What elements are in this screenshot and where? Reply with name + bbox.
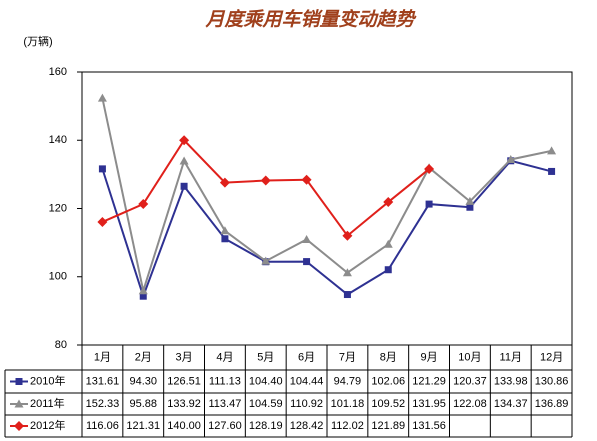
point (301, 174, 312, 185)
series-line (101, 159, 552, 300)
point (342, 268, 352, 277)
table-value: 104.44 (290, 375, 324, 387)
legend-label: 2012年 (30, 418, 65, 432)
legend-label: 2010年 (30, 373, 65, 387)
point (221, 235, 229, 243)
point (138, 199, 149, 210)
table-value: 116.06 (86, 420, 119, 432)
point (384, 266, 392, 274)
point (343, 291, 351, 299)
x-tick-label: 7月 (339, 351, 356, 363)
table-value: 104.40 (249, 375, 283, 387)
table-value: 120.37 (453, 375, 487, 387)
table-value: 110.92 (290, 398, 323, 410)
point (506, 154, 516, 163)
point (179, 135, 190, 146)
x-tick-label: 4月 (216, 351, 233, 363)
legend-marker (14, 421, 24, 431)
y-tick-label: 120 (49, 202, 67, 214)
table-value: 140.00 (167, 420, 201, 432)
table-value: 112.02 (331, 420, 364, 432)
table-value: 95.88 (129, 398, 157, 410)
point (261, 256, 271, 265)
x-tick-label: 10月 (458, 351, 481, 363)
point (342, 230, 353, 241)
point (219, 177, 230, 188)
table-value: 131.95 (412, 398, 446, 410)
y-tick-label: 100 (49, 271, 67, 283)
x-tick-label: 8月 (380, 351, 397, 363)
point (98, 165, 106, 173)
y-tick-label: 140 (49, 134, 67, 146)
point (97, 216, 108, 227)
x-tick-label: 2月 (135, 351, 152, 363)
table-value: 128.42 (290, 420, 324, 432)
point (383, 239, 393, 248)
table-value: 121.29 (412, 375, 446, 387)
table-value: 133.98 (494, 375, 528, 387)
table-value: 113.47 (209, 398, 242, 410)
point (138, 286, 148, 295)
point (139, 292, 147, 300)
table-value: 134.37 (494, 398, 528, 410)
point (302, 234, 312, 243)
y-tick-label: 160 (49, 66, 67, 78)
table-value: 94.30 (129, 375, 157, 387)
point (547, 146, 557, 155)
y-tick-label: 80 (55, 339, 67, 351)
point (180, 182, 188, 190)
legend-marker (14, 399, 24, 408)
series-line (101, 97, 552, 295)
series-line (102, 138, 430, 238)
table-value: 152.33 (86, 398, 120, 410)
y-axis-label: (万辆) (23, 34, 52, 48)
point (424, 164, 435, 175)
table-value: 101.18 (331, 398, 365, 410)
x-tick-label: 1月 (94, 351, 111, 363)
legend-label: 2011年 (30, 396, 65, 410)
x-tick-label: 6月 (298, 351, 315, 363)
table-value: 133.92 (167, 398, 201, 410)
point (466, 203, 474, 211)
x-tick-label: 11月 (500, 351, 522, 363)
point (97, 93, 107, 102)
table-value: 130.86 (535, 375, 569, 387)
table-value: 121.89 (371, 420, 405, 432)
point (425, 200, 433, 208)
table-value: 102.06 (371, 375, 405, 387)
table-value: 122.08 (453, 398, 487, 410)
x-tick-label: 12月 (540, 351, 563, 363)
table-value: 109.52 (371, 398, 405, 410)
point (179, 156, 189, 165)
table-value: 131.56 (412, 420, 446, 432)
table-value: 126.51 (167, 375, 201, 387)
point (465, 196, 475, 205)
point (548, 167, 556, 175)
x-tick-label: 3月 (176, 351, 193, 363)
point (303, 258, 311, 266)
point (383, 197, 394, 208)
table-value: 111.13 (209, 375, 241, 387)
x-tick-label: 5月 (257, 351, 274, 363)
table-value: 131.61 (86, 375, 120, 387)
table-value: 136.89 (535, 398, 569, 410)
x-tick-label: 9月 (421, 351, 438, 363)
table-value: 94.79 (334, 375, 362, 387)
table-value: 127.60 (208, 420, 242, 432)
table-value: 128.19 (249, 420, 283, 432)
table-value: 104.59 (249, 398, 283, 410)
legend-marker (15, 378, 23, 385)
point (220, 226, 230, 235)
point (260, 175, 271, 186)
table-value: 121.31 (126, 420, 160, 432)
chart-title: 月度乘用车销量变动趋势 (204, 9, 417, 31)
